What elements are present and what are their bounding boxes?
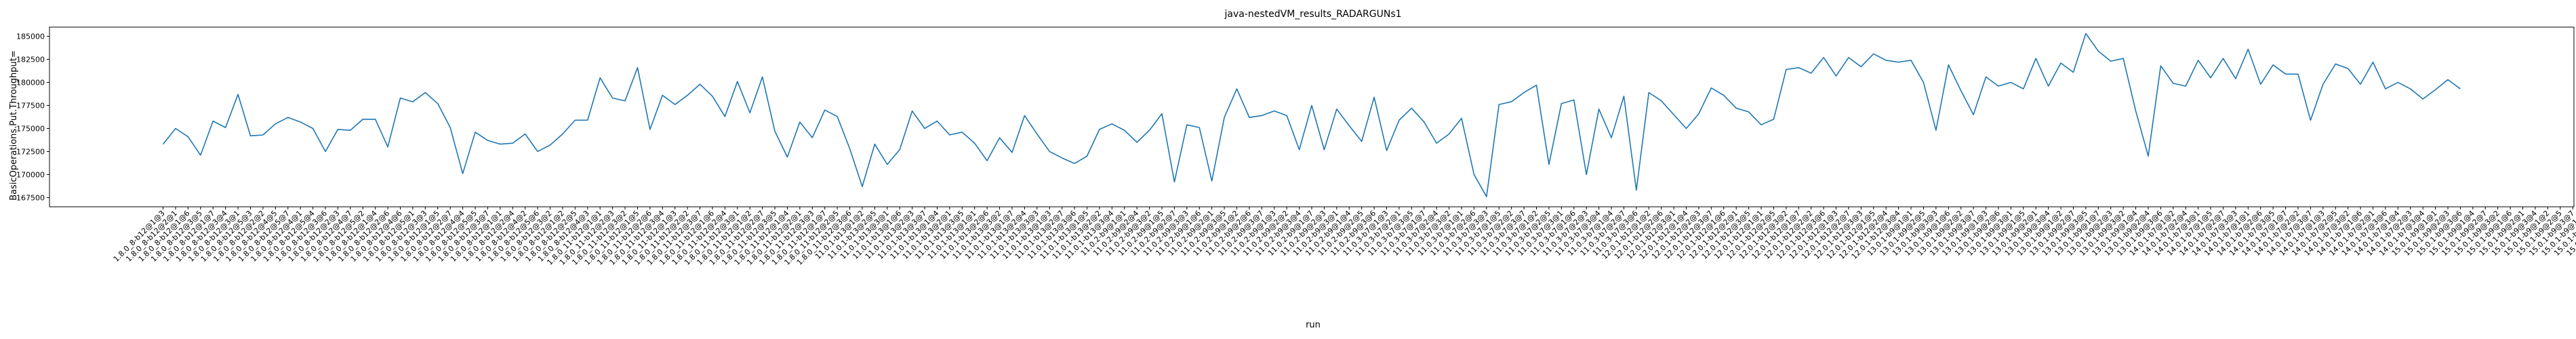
y-tick-label: 170000 — [16, 170, 45, 179]
y-tick-label: 177500 — [16, 102, 45, 111]
y-axis: 167500 170000 172500 175000 177500 180000 1825… — [16, 33, 49, 202]
y-tick-label: 172500 — [16, 147, 45, 156]
y-axis-label: BasicOperations.Put.Throughput= — [9, 50, 19, 201]
y-tick-label: 185000 — [16, 33, 45, 41]
y-tick-label: 175000 — [16, 124, 45, 133]
chart-title: java-nestedVM_results_RADARGUNs1 — [1224, 9, 1401, 20]
y-tick-label: 180000 — [16, 79, 45, 87]
y-tick-label: 167500 — [16, 193, 45, 202]
x-axis-label: run — [1306, 320, 1321, 330]
y-tick-label: 182500 — [16, 56, 45, 64]
series-line — [162, 33, 2461, 197]
x-axis: 1.8.0_8-b12@1@31.8.0_8-b12@2@11.8.0_8-b1… — [112, 207, 2576, 267]
